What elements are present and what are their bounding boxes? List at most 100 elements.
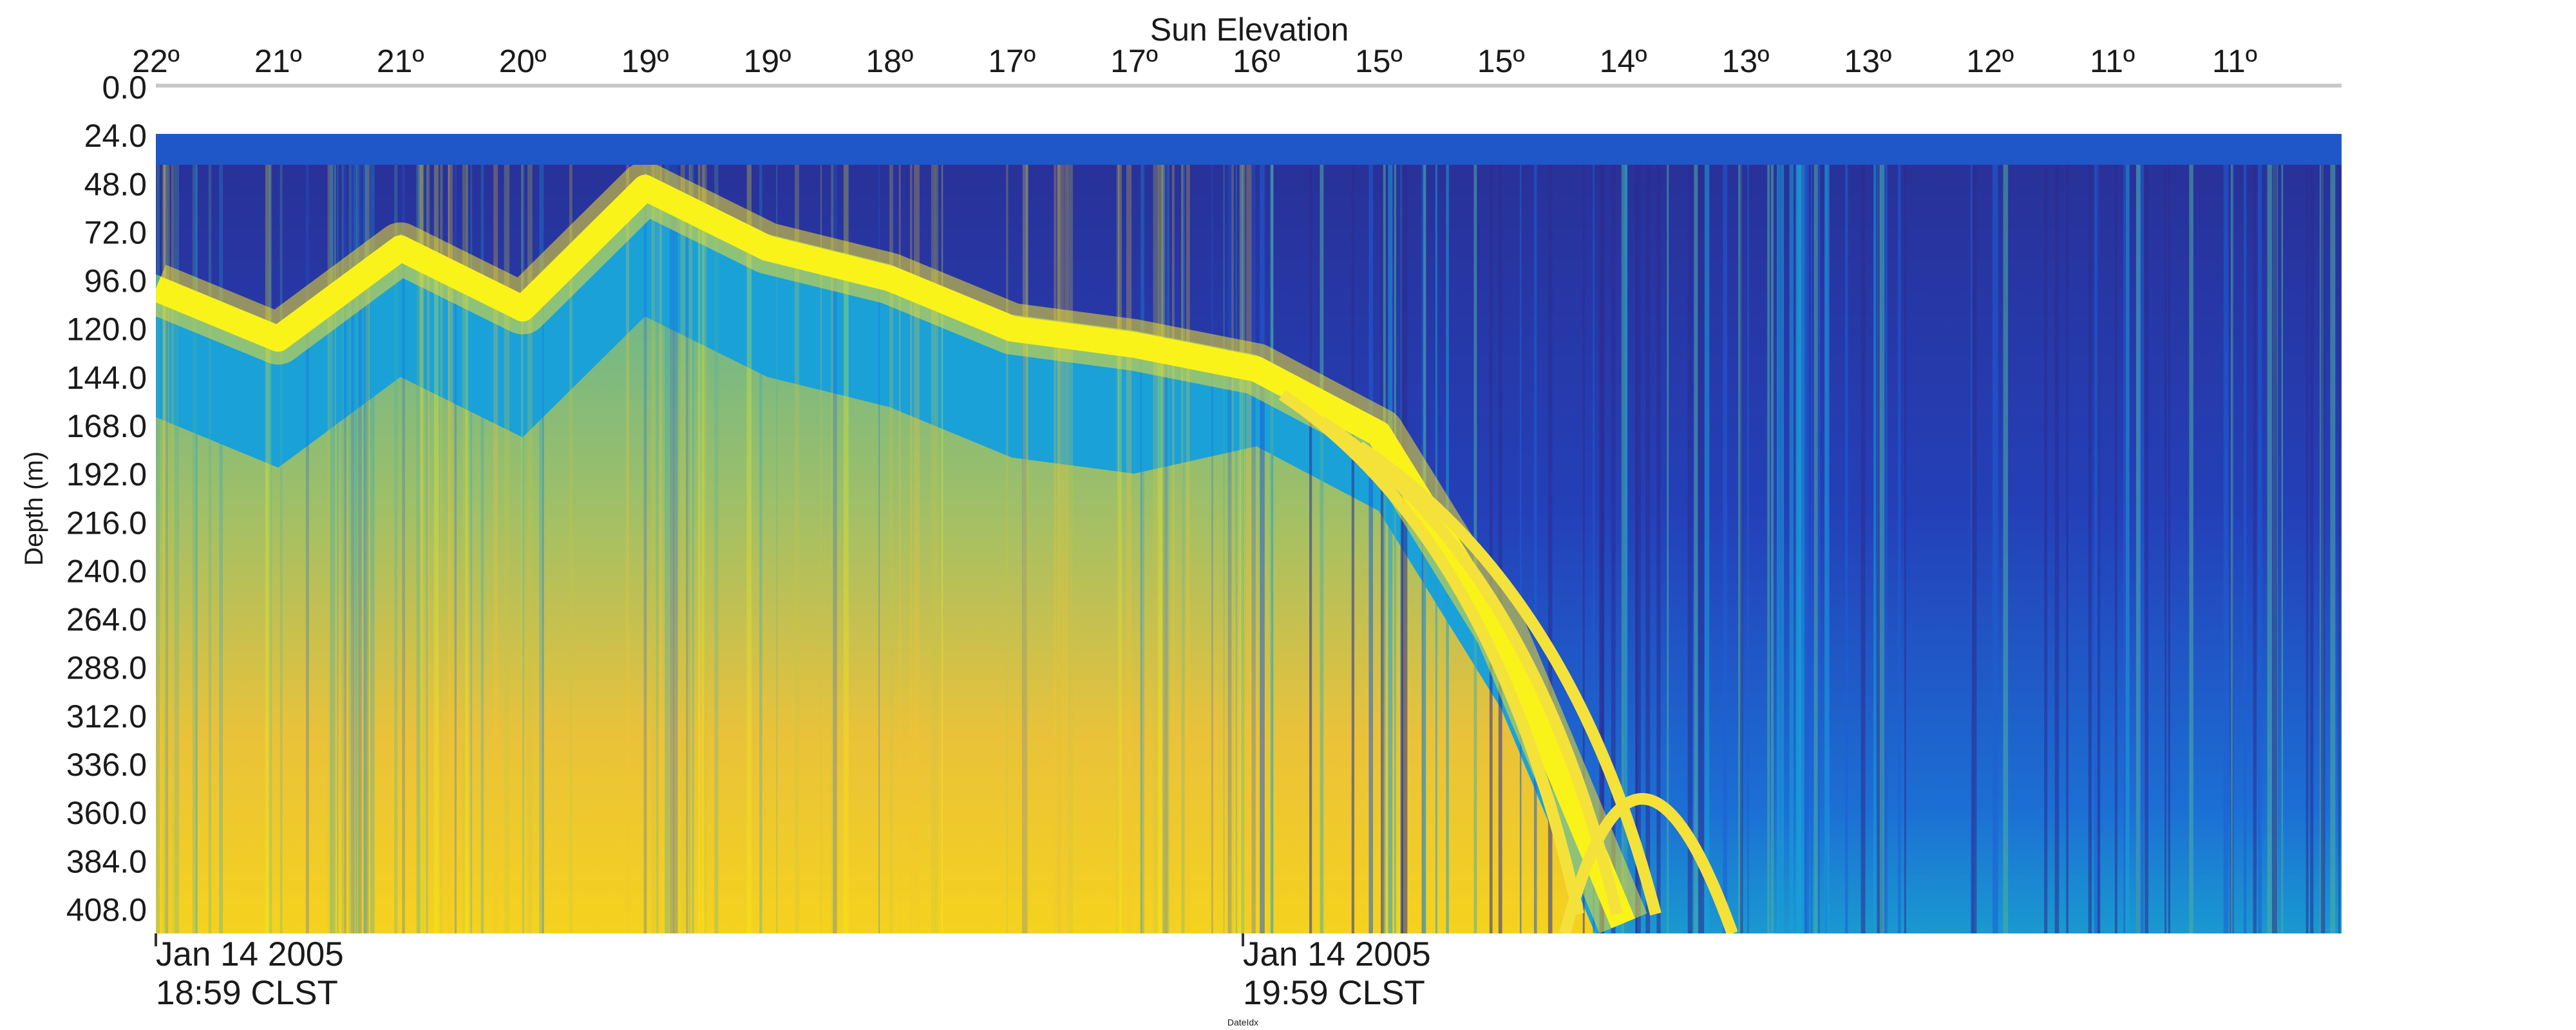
- streak: [643, 134, 647, 933]
- streak: [1022, 134, 1028, 933]
- streak: [1814, 134, 1818, 933]
- streak: [1971, 134, 1977, 933]
- sun-elevation-tick: 11º: [2090, 43, 2135, 79]
- streak: [746, 134, 752, 933]
- streak: [1738, 134, 1743, 933]
- streak: [1747, 134, 1749, 933]
- streak: [1246, 134, 1252, 933]
- streak: [448, 134, 450, 933]
- streak: [2310, 134, 2314, 933]
- streak: [2066, 134, 2069, 933]
- y-axis-ticks: 0.0 24.0 48.0 72.0 96.0 120.0 144.0 168.0 192.0 2…: [66, 70, 147, 928]
- streak: [351, 134, 354, 933]
- plot-frame-top: [156, 84, 2342, 88]
- streak: [1498, 134, 1502, 933]
- vertical-streaks: [156, 134, 2340, 933]
- sun-elevation-tick: 19º: [621, 43, 669, 79]
- sun-elevation-tick: 15º: [1355, 43, 1403, 79]
- streak: [417, 134, 421, 933]
- streak: [1381, 134, 1385, 933]
- streak: [656, 134, 659, 933]
- streak: [419, 134, 424, 933]
- streak: [426, 134, 428, 933]
- streak: [354, 134, 357, 933]
- streak: [1057, 134, 1061, 933]
- streak: [626, 134, 629, 933]
- streak: [334, 134, 336, 933]
- streak: [1309, 134, 1312, 933]
- sun-elevation-tick: 20º: [499, 43, 547, 79]
- streak: [1162, 134, 1168, 933]
- streak: [1116, 134, 1120, 933]
- streak: [527, 134, 533, 933]
- streak: [1260, 134, 1265, 933]
- streak: [433, 134, 439, 933]
- streak: [208, 134, 212, 933]
- streak: [680, 134, 685, 933]
- streak: [2230, 134, 2233, 933]
- streak: [878, 134, 880, 933]
- streak: [1704, 134, 1710, 933]
- streak: [1057, 134, 1061, 933]
- streak: [1320, 134, 1324, 933]
- streak: [1157, 134, 1164, 933]
- streak: [1879, 134, 1884, 933]
- streak: [448, 134, 453, 933]
- depth-tick: 312.0: [66, 698, 147, 735]
- depth-tick: 192.0: [66, 456, 147, 492]
- streak: [1600, 134, 1604, 933]
- streak: [265, 134, 271, 933]
- migration-arcs: [1278, 389, 1738, 933]
- streak: [522, 134, 525, 933]
- streak: [1824, 134, 1830, 933]
- streak: [195, 134, 198, 933]
- streak: [1025, 134, 1028, 933]
- streak: [703, 134, 707, 933]
- streak: [1698, 134, 1705, 933]
- streak: [931, 134, 936, 933]
- streak: [174, 134, 179, 933]
- streak: [1118, 134, 1120, 933]
- streak: [1776, 134, 1781, 933]
- streak: [358, 134, 362, 933]
- top-axis-ticks: 22º 21º 21º 20º 19º 19º 18º 17º 17º 16º 15º 15º 14º 1…: [132, 43, 2257, 79]
- streak: [1140, 134, 1142, 933]
- streak: [941, 134, 943, 933]
- depth-tick: 216.0: [66, 505, 147, 541]
- sun-elevation-tick: 15º: [1477, 43, 1525, 79]
- streak: [1161, 134, 1166, 933]
- top-axis-title: Sun Elevation: [1150, 12, 1349, 48]
- streak: [776, 134, 778, 933]
- streak: [426, 134, 430, 933]
- streak: [2271, 134, 2278, 933]
- streak: [305, 134, 309, 933]
- streak: [370, 134, 375, 933]
- streak: [2338, 134, 2340, 933]
- streak: [914, 134, 920, 933]
- depth-tick: 240.0: [66, 553, 147, 589]
- streak: [1141, 134, 1144, 933]
- streak: [1970, 134, 1973, 933]
- streak: [539, 134, 544, 933]
- streak: [2257, 134, 2262, 933]
- streak: [162, 134, 165, 933]
- streak: [1621, 134, 1627, 933]
- sun-elevation-tick: 14º: [1600, 43, 1647, 79]
- depth-tick: 120.0: [66, 312, 147, 348]
- streak: [521, 134, 523, 933]
- sun-elevation-tick: 13º: [1844, 43, 1891, 79]
- streak: [843, 134, 849, 933]
- streak: [2003, 134, 2009, 933]
- streak: [1023, 134, 1028, 933]
- streak: [542, 134, 544, 933]
- streak: [493, 134, 498, 933]
- streak: [1656, 134, 1661, 933]
- streak: [1767, 134, 1770, 933]
- streak: [1473, 134, 1477, 933]
- streak: [1186, 134, 1190, 933]
- streak: [219, 134, 223, 933]
- sun-elevation-tick: 17º: [988, 43, 1036, 79]
- surface-band: [156, 84, 2342, 133]
- x-axis-title: DateIdx: [1227, 1017, 1258, 1027]
- streak: [1231, 134, 1234, 933]
